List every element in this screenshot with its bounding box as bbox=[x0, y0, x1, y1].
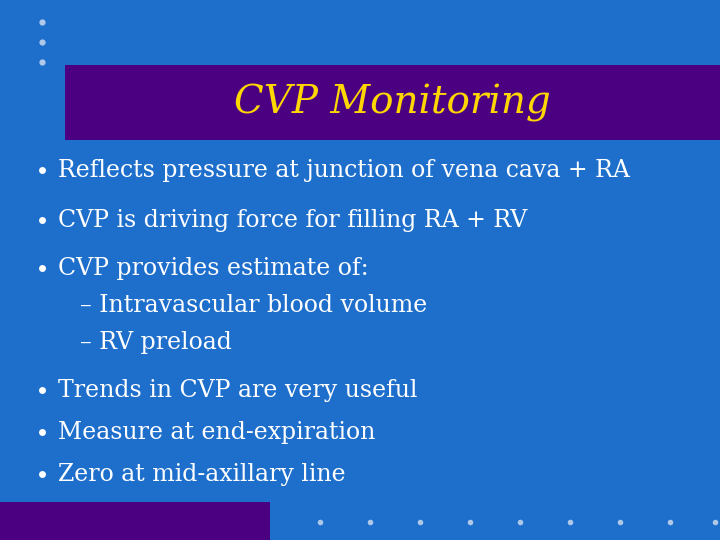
Text: Zero at mid-axillary line: Zero at mid-axillary line bbox=[58, 462, 346, 485]
Text: CVP Monitoring: CVP Monitoring bbox=[234, 84, 551, 122]
Text: CVP is driving force for filling RA + RV: CVP is driving force for filling RA + RV bbox=[58, 208, 527, 232]
Text: CVP provides estimate of:: CVP provides estimate of: bbox=[58, 256, 369, 280]
Text: – Intravascular blood volume: – Intravascular blood volume bbox=[80, 294, 427, 316]
Text: – RV preload: – RV preload bbox=[80, 330, 232, 354]
Text: Reflects pressure at junction of vena cava + RA: Reflects pressure at junction of vena ca… bbox=[58, 159, 630, 181]
Text: Trends in CVP are very useful: Trends in CVP are very useful bbox=[58, 379, 418, 402]
Text: Measure at end-expiration: Measure at end-expiration bbox=[58, 421, 375, 443]
Bar bbox=[65, 65, 720, 140]
Bar bbox=[0, 502, 270, 540]
